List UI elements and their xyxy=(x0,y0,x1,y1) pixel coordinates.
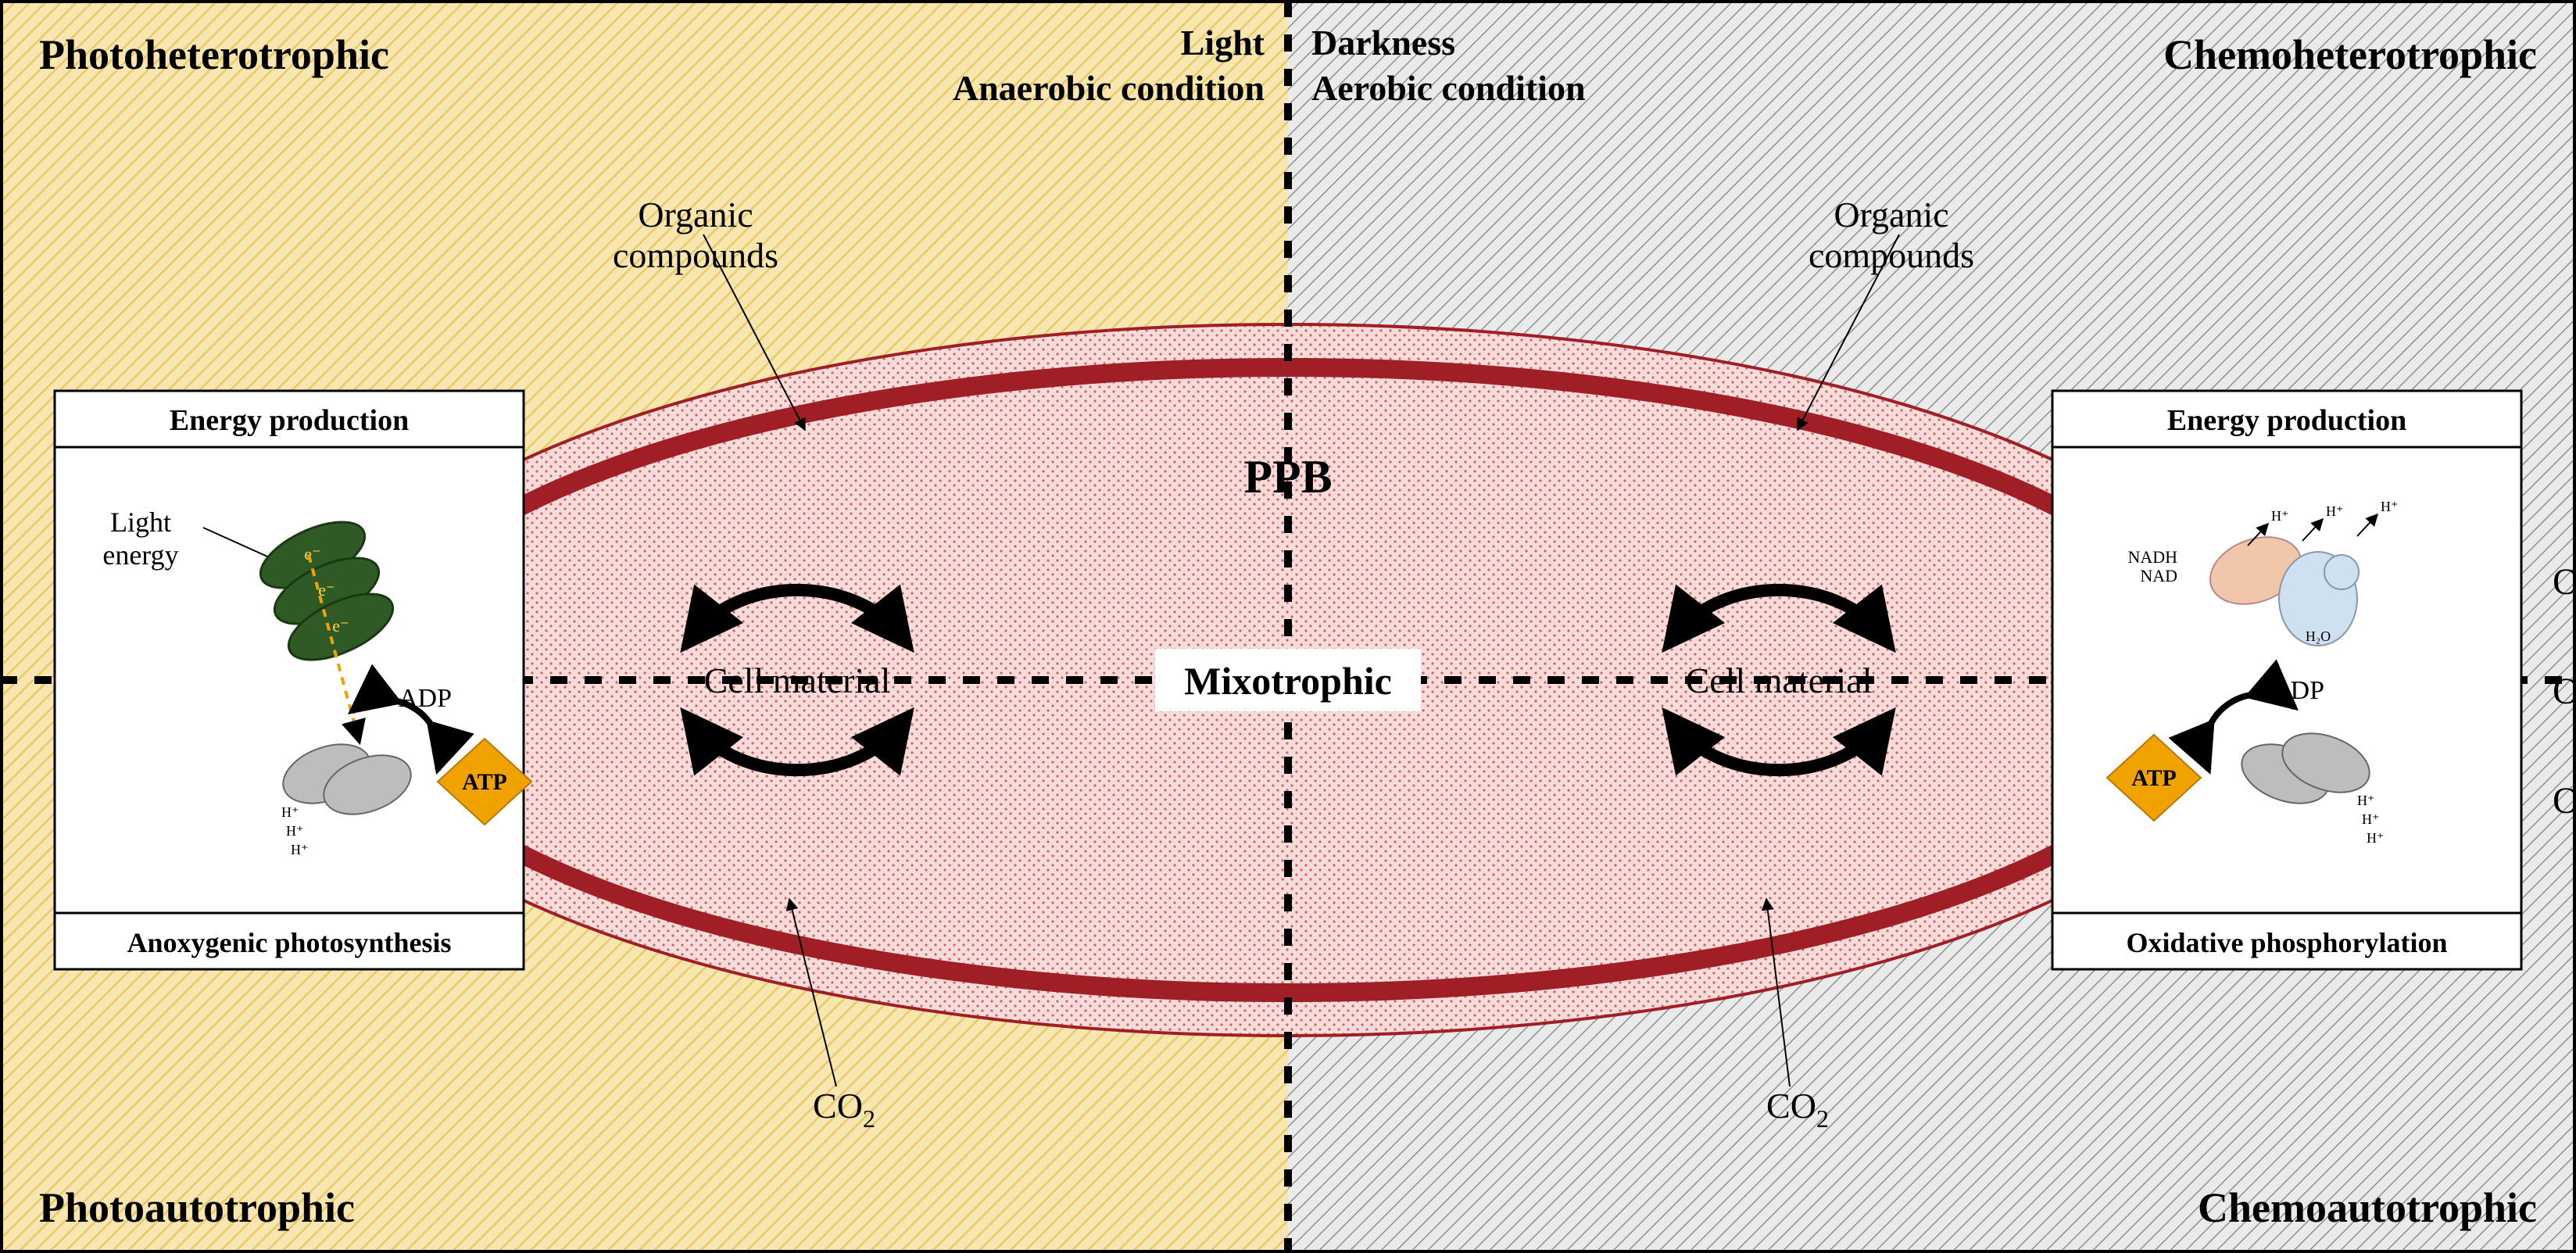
h-plus-label: H⁺ xyxy=(2271,508,2289,524)
o2-label: O2 xyxy=(2553,561,2576,610)
panel-right-top-label: Energy production xyxy=(2167,404,2407,437)
h-plus-label: H⁺ xyxy=(2367,830,2385,846)
panel-left-top-label: Energy production xyxy=(170,404,410,437)
panel-right: Energy production Oxidative phosphorylati… xyxy=(2052,391,2521,969)
o2-label: O2 xyxy=(2553,671,2576,719)
electron-label: e⁻ xyxy=(332,616,349,635)
panel-right-bottom-label: Oxidative phosphorylation xyxy=(2126,927,2447,958)
o2-label: O2 xyxy=(2553,780,2576,829)
atp-label: ATP xyxy=(2131,765,2177,791)
atp-label: ATP xyxy=(462,769,507,795)
h-plus-label: H⁺ xyxy=(2326,503,2344,519)
h-plus-label: H⁺ xyxy=(2362,811,2380,827)
mixotrophic-label: Mixotrophic xyxy=(1184,659,1392,703)
h-plus-label: H⁺ xyxy=(281,804,299,820)
h-plus-label: H⁺ xyxy=(286,823,304,839)
h-plus-label: H⁺ xyxy=(291,842,309,857)
etc-complex-icon xyxy=(2324,555,2359,589)
quadrant-top-left: Photoheterotrophic xyxy=(39,31,389,78)
adp-label: ADP xyxy=(399,684,452,713)
nadh-label: NADH xyxy=(2127,547,2177,567)
nad-label: NAD xyxy=(2140,566,2177,585)
cell-material-label: Cell material xyxy=(704,661,891,700)
electron-label: e⁻ xyxy=(304,544,320,564)
quadrant-top-right: Chemoheterotrophic xyxy=(2163,31,2537,78)
quadrant-bottom-left: Photoautotrophic xyxy=(39,1184,355,1231)
quadrant-bottom-right: Chemoautotrophic xyxy=(2198,1184,2537,1231)
h2o-label: H₂O xyxy=(2306,628,2331,644)
ppb-title: PPB xyxy=(1243,451,1332,503)
panel-left: Energy production Anoxygenic photosynthes… xyxy=(55,391,531,969)
h-plus-label: H⁺ xyxy=(2381,499,2399,514)
cell-material-label: Cell material xyxy=(1686,661,1873,700)
h-plus-label: H⁺ xyxy=(2357,793,2375,808)
adp-label: ADP xyxy=(2271,676,2324,705)
panel-left-bottom-label: Anoxygenic photosynthesis xyxy=(127,927,451,958)
